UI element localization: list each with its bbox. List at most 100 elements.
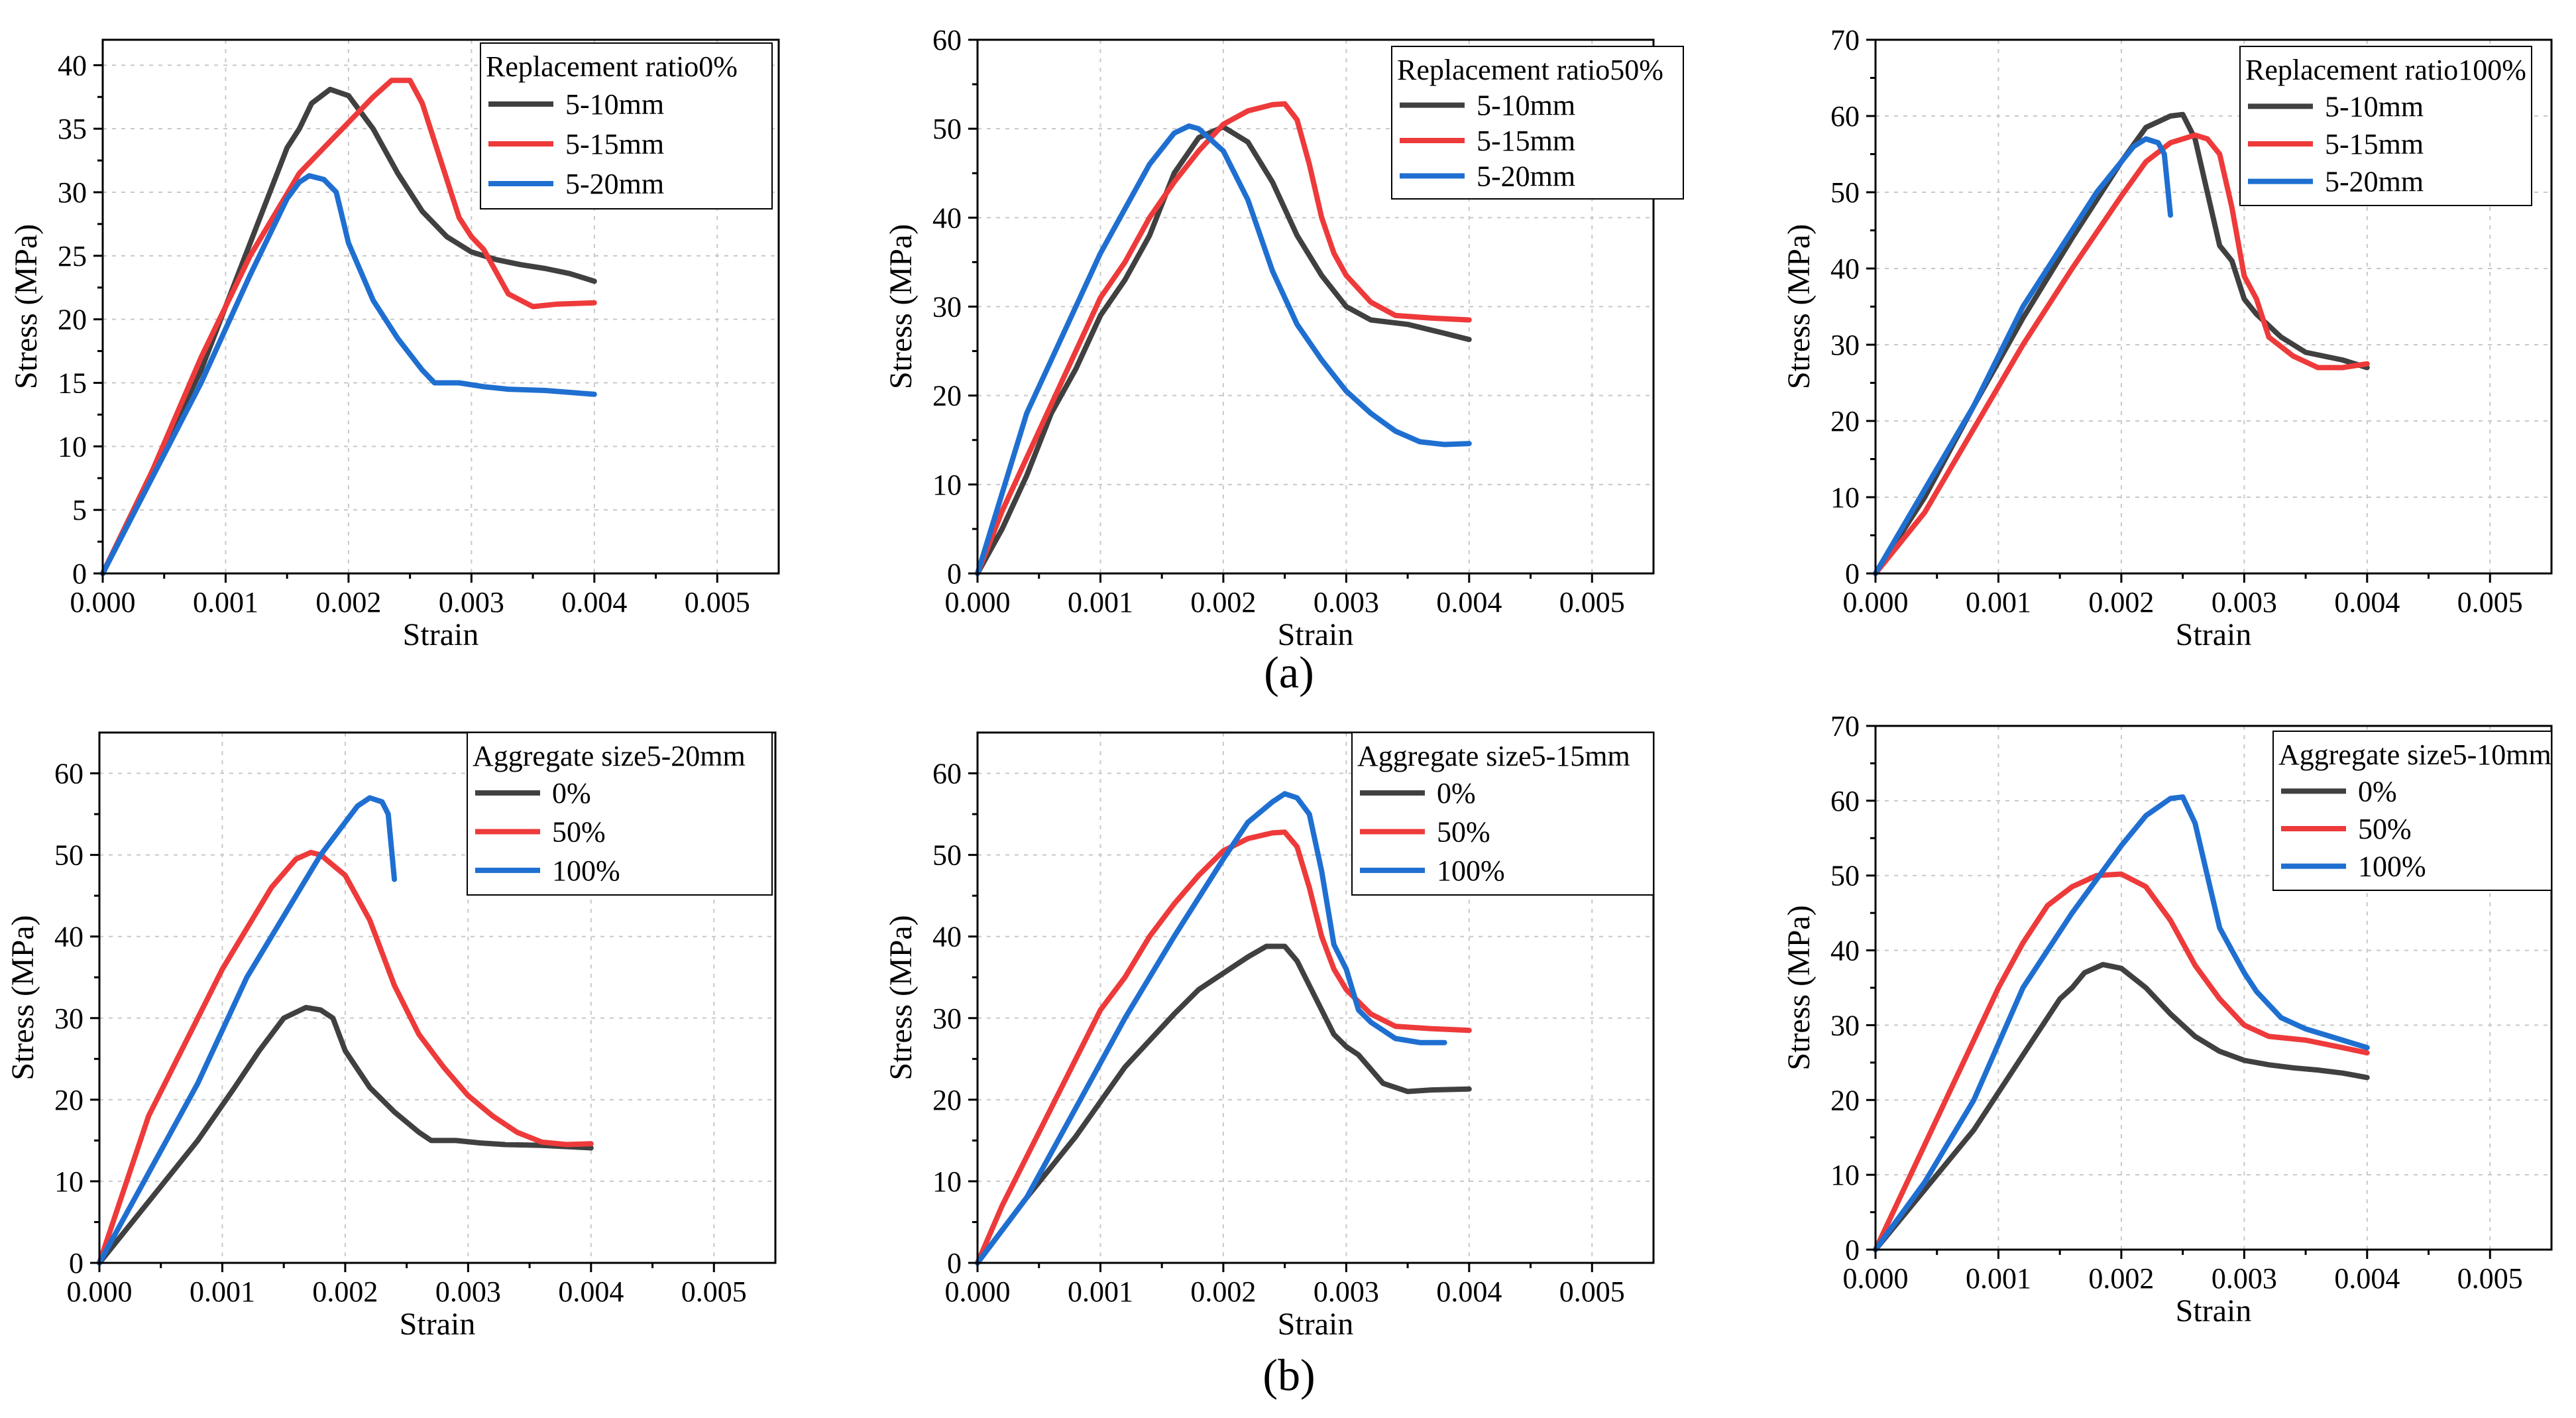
y-tick-label: 10: [54, 1165, 84, 1198]
x-tick-label: 0.003: [1314, 586, 1379, 619]
y-axis-label: Stress (MPa): [9, 224, 44, 389]
x-tick-label: 0.004: [2334, 586, 2400, 619]
x-tick-label: 0.002: [312, 1275, 378, 1308]
y-tick-label: 50: [1830, 176, 1860, 209]
panel-label-b: (b): [1262, 1350, 1316, 1400]
legend-entry: 5-15mm: [565, 128, 664, 160]
x-tick-label: 0.003: [2212, 1262, 2277, 1295]
legend-entry: 0%: [1437, 777, 1476, 809]
y-tick-label: 0: [72, 558, 87, 590]
panel-label-a: (a): [1264, 647, 1314, 697]
y-tick-label: 0: [947, 558, 962, 590]
chart-svg-aggregate-5-10: 0.000 0.001 0.002 0.003 0.004 0.005 0 10 20 30 40 5…: [1781, 710, 2553, 1329]
series-line-5-10mm: [1873, 111, 2370, 576]
x-tick-label: 0.000: [945, 586, 1011, 619]
y-tick-label: 5: [72, 494, 87, 526]
x-tick-label: 0.004: [558, 1275, 624, 1308]
y-tick-label: 10: [932, 1165, 962, 1198]
y-tick-label: 20: [58, 304, 87, 336]
chart-svg-aggregate-5-20: 0.000 0.001 0.002 0.003 0.004 0.005 0 10 20 30 40 5…: [5, 731, 777, 1342]
y-tick-label: 0: [69, 1247, 84, 1279]
x-tick-label: 0.002: [1190, 586, 1256, 619]
legend-entry: 0%: [2358, 775, 2397, 807]
legend-entry: 5-10mm: [565, 88, 664, 121]
x-tick-label: 0.004: [1436, 1275, 1502, 1308]
series-line-5-10mm: [975, 124, 1472, 576]
x-tick-label: 0.003: [439, 586, 504, 619]
chart-replacement-50: 0.000 0.001 0.002 0.003 0.004 0.005 0 10 20 30 40 5…: [881, 10, 1687, 663]
y-axis-label: Stress (MPa): [1781, 224, 1817, 389]
legend-entry: 100%: [1437, 855, 1505, 887]
legend-entry: 5-20mm: [565, 168, 664, 200]
series-line-0-: [1873, 962, 2370, 1252]
x-tick-label: 0.001: [1966, 1262, 2031, 1295]
chart-svg-replacement-0: 0.000 0.001 0.002 0.003 0.004 0.005 0 5 10 15 20 25…: [9, 38, 780, 652]
y-axis-label: Stress (MPa): [883, 224, 919, 389]
legend-entry: 5-20mm: [1477, 160, 1575, 192]
series-line-5-20mm: [1873, 136, 2174, 576]
x-tick-label: 0.001: [190, 1275, 255, 1308]
series-line-100-: [1873, 794, 2370, 1252]
series-line-5-20mm: [975, 123, 1472, 576]
y-tick-label: 10: [1830, 1159, 1860, 1191]
x-tick-label: 0.004: [561, 586, 627, 619]
y-tick-label: 60: [1830, 785, 1860, 817]
x-tick-label: 0.003: [2212, 586, 2277, 619]
y-tick-label: 60: [1830, 100, 1860, 133]
y-tick-label: 30: [932, 291, 962, 324]
y-tick-label: 40: [932, 202, 962, 234]
chart-aggregate-5-20: 0.000 0.001 0.002 0.003 0.004 0.005 0 10 20 30 40 5…: [0, 719, 805, 1359]
y-tick-label: 20: [932, 1084, 962, 1116]
y-tick-label: 15: [58, 367, 87, 400]
y-tick-label: 30: [58, 176, 87, 209]
legend-entry: 5-20mm: [2325, 166, 2424, 198]
y-tick-label: 0: [1845, 558, 1860, 590]
x-axis-label: Strain: [2176, 1293, 2252, 1329]
x-tick-label: 0.001: [193, 586, 258, 619]
y-tick-label: 40: [1830, 935, 1860, 967]
series-line-5-20mm: [100, 173, 597, 576]
series-line-5-15mm: [100, 78, 597, 576]
legend-title: Replacement ratio0%: [486, 50, 738, 83]
legend-entry: 100%: [552, 855, 620, 887]
series-line-5-15mm: [1873, 132, 2370, 576]
y-tick-label: 50: [932, 113, 962, 145]
legend-entry: 5-10mm: [2325, 90, 2424, 123]
x-axis-label: Strain: [2176, 617, 2252, 652]
x-tick-label: 0.000: [70, 586, 136, 619]
y-tick-label: 20: [932, 380, 962, 412]
x-tick-label: 0.000: [67, 1275, 133, 1308]
y-tick-label: 10: [932, 469, 962, 501]
x-tick-label: 0.000: [945, 1275, 1011, 1308]
y-tick-label: 20: [1830, 1084, 1860, 1116]
x-tick-label: 0.002: [2088, 586, 2154, 619]
chart-replacement-0: 0.000 0.001 0.002 0.003 0.004 0.005 0 5 10 15 20 25…: [0, 10, 805, 663]
y-tick-label: 35: [58, 113, 87, 145]
y-axis-label: Stress (MPa): [883, 915, 919, 1080]
x-tick-label: 0.003: [435, 1275, 501, 1308]
chart-svg-replacement-100: 0.000 0.001 0.002 0.003 0.004 0.005 0 10 20 30 40 5…: [1781, 24, 2553, 652]
series-line-5-10mm: [100, 86, 597, 576]
y-tick-label: 30: [932, 1002, 962, 1035]
x-tick-label: 0.000: [1843, 1262, 1909, 1295]
x-tick-label: 0.000: [1843, 586, 1909, 619]
x-tick-label: 0.005: [2457, 586, 2523, 619]
legend-entry: 5-15mm: [1477, 125, 1575, 157]
y-tick-label: 40: [932, 921, 962, 953]
x-tick-label: 0.002: [315, 586, 381, 619]
legend-entry: 100%: [2358, 851, 2426, 883]
y-tick-label: 20: [1830, 405, 1860, 438]
x-tick-label: 0.004: [2334, 1262, 2400, 1295]
series-line-0-: [97, 1004, 594, 1266]
chart-aggregate-5-15: 0.000 0.001 0.002 0.003 0.004 0.005 0 10 20 30 40 5…: [881, 719, 1687, 1359]
y-tick-label: 40: [54, 921, 84, 953]
x-tick-label: 0.004: [1436, 586, 1502, 619]
legend-title: Replacement ratio100%: [2245, 54, 2526, 86]
chart-svg-aggregate-5-15: 0.000 0.001 0.002 0.003 0.004 0.005 0 10 20 30 40 5…: [883, 731, 1655, 1342]
x-axis-label: Strain: [403, 617, 479, 652]
series-line-0-: [975, 943, 1472, 1266]
series-line-50-: [97, 849, 594, 1266]
legend-entry: 5-10mm: [1477, 89, 1575, 122]
x-axis-label: Strain: [400, 1307, 476, 1342]
y-tick-label: 60: [932, 24, 962, 56]
